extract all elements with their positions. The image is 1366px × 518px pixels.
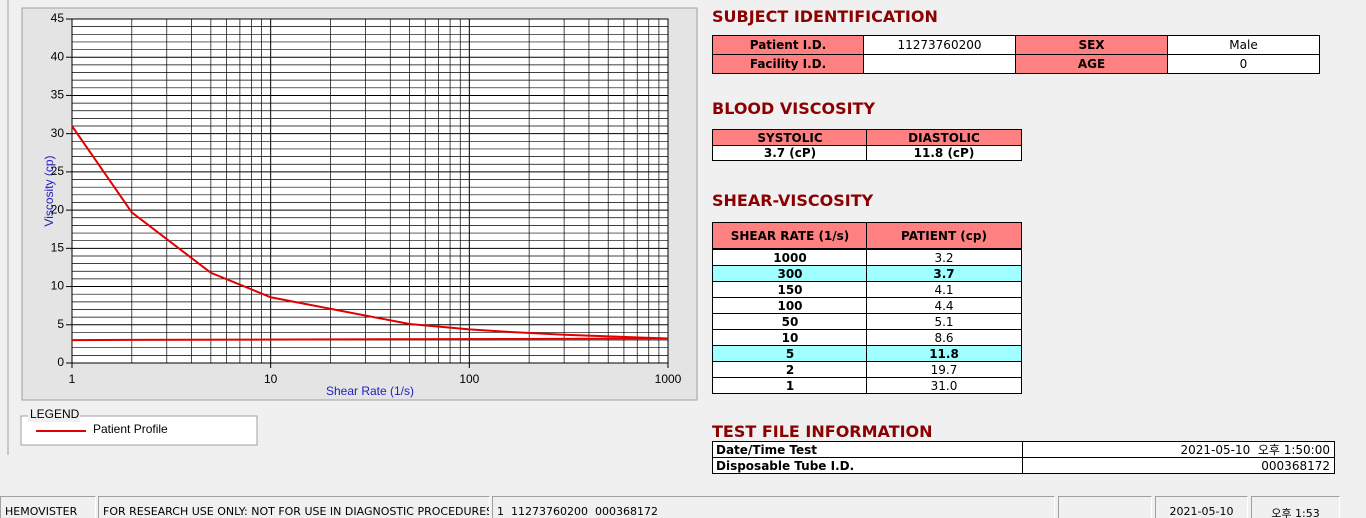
- table-cell: SYSTOLIC: [712, 129, 868, 146]
- table-cell: SEX: [1015, 35, 1168, 55]
- y-tick-label: 25: [51, 164, 65, 178]
- plot-area: [72, 19, 668, 363]
- section-title: TEST FILE INFORMATION: [712, 422, 933, 441]
- table-cell: 8.6: [866, 329, 1022, 346]
- table-cell: 5: [712, 345, 868, 362]
- table-cell: Male: [1167, 35, 1320, 55]
- table-cell: 3.2: [866, 249, 1022, 266]
- y-tick-label: 45: [51, 11, 65, 25]
- y-tick-label: 0: [57, 355, 64, 369]
- x-axis-label: Shear Rate (1/s): [326, 384, 414, 398]
- table-cell: [863, 54, 1016, 74]
- legend-box: [20, 415, 258, 446]
- legend-title: LEGEND: [30, 407, 80, 421]
- y-tick-label: 30: [51, 126, 65, 140]
- table-cell: 50: [712, 313, 868, 330]
- table-cell: 1: [712, 377, 868, 394]
- x-tick-label: 10: [264, 372, 278, 386]
- status-cell: 2021-05-10: [1155, 496, 1248, 518]
- table-cell: 000368172: [1022, 457, 1335, 474]
- y-tick-label: 10: [51, 279, 65, 293]
- section-title: BLOOD VISCOSITY: [712, 99, 876, 118]
- status-cell: 오후 1:53: [1251, 496, 1340, 518]
- table-cell: 10: [712, 329, 868, 346]
- plot-border: [71, 18, 669, 364]
- y-tick-label: 15: [51, 241, 65, 255]
- table-cell: SHEAR RATE (1/s): [712, 222, 868, 249]
- y-tick-label: 20: [51, 202, 65, 216]
- table-cell: 31.0: [866, 377, 1022, 394]
- y-tick-label: 40: [51, 49, 65, 63]
- table-cell: Date/Time Test: [712, 441, 1024, 458]
- table-cell: 100: [712, 297, 868, 314]
- table-cell: 150: [712, 281, 868, 298]
- table-cell: 19.7: [866, 361, 1022, 378]
- table-cell: 11.8 (cP): [866, 145, 1022, 161]
- table-cell: 300: [712, 265, 868, 282]
- table-cell: 2021-05-10 오후 1:50:00: [1022, 441, 1335, 458]
- x-tick-label: 100: [459, 372, 479, 386]
- section-title: SHEAR-VISCOSITY: [712, 191, 874, 210]
- table-cell: 1000: [712, 249, 868, 266]
- table-cell: PATIENT (cp): [866, 222, 1022, 249]
- section-title: SUBJECT IDENTIFICATION: [712, 7, 938, 26]
- status-cell: FOR RESEARCH USE ONLY: NOT FOR USE IN DI…: [98, 496, 490, 518]
- y-tick-label: 5: [57, 317, 64, 331]
- table-cell: Disposable Tube I.D.: [712, 457, 1024, 474]
- table-cell: 0: [1167, 54, 1320, 74]
- status-cell: 1 11273760200 000368172: [492, 496, 1055, 518]
- table-cell: 11273760200: [863, 35, 1016, 55]
- x-tick-label: 1: [69, 372, 76, 386]
- table-cell: 4.4: [866, 297, 1022, 314]
- table-cell: 3.7 (cP): [712, 145, 868, 161]
- table-cell: Facility I.D.: [712, 54, 864, 74]
- x-tick-label: 1000: [655, 372, 682, 386]
- legend-label: Patient Profile: [93, 422, 168, 436]
- chart: Viscosity (cp) Shear Rate (1/s) LEGEND 0…: [7, 0, 698, 455]
- table-cell: Patient I.D.: [712, 35, 864, 55]
- table-cell: 4.1: [866, 281, 1022, 298]
- data-line: [71, 337, 669, 342]
- status-cell: HEMOVISTER: [0, 496, 96, 518]
- table-cell: 2: [712, 361, 868, 378]
- table-cell: DIASTOLIC: [866, 129, 1022, 146]
- table-cell: AGE: [1015, 54, 1168, 74]
- y-tick-label: 35: [51, 88, 65, 102]
- table-cell: 5.1: [866, 313, 1022, 330]
- table-cell: 3.7: [866, 265, 1022, 282]
- legend-title-bg: [28, 409, 80, 422]
- data-line: [71, 125, 669, 340]
- status-cell: [1058, 496, 1152, 518]
- y-axis-label: Viscosity (cp): [42, 155, 56, 226]
- table-cell: 11.8: [866, 345, 1022, 362]
